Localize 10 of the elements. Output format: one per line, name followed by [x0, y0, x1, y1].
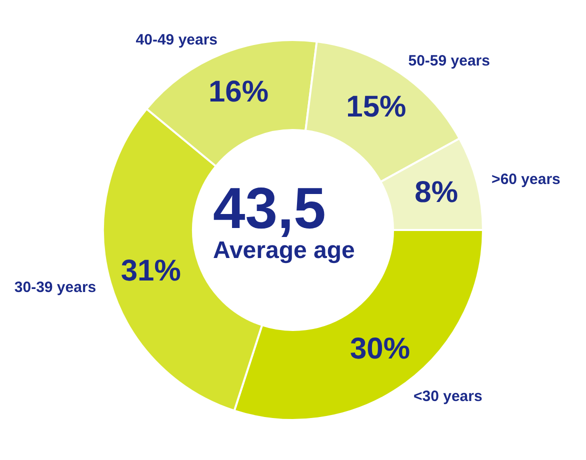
data-label: 15%	[346, 90, 406, 124]
slice-label: 30-39 years	[14, 279, 96, 296]
data-label: 8%	[414, 176, 458, 210]
slice-label: 40-49 years	[136, 31, 218, 48]
slice-label: 50-59 years	[408, 52, 490, 70]
slice-label: <30 years	[413, 388, 482, 405]
data-label: 31%	[120, 254, 181, 288]
data-label: 30%	[350, 332, 410, 366]
data-label: 16%	[208, 75, 269, 108]
slice-label: >60 years	[492, 171, 560, 188]
